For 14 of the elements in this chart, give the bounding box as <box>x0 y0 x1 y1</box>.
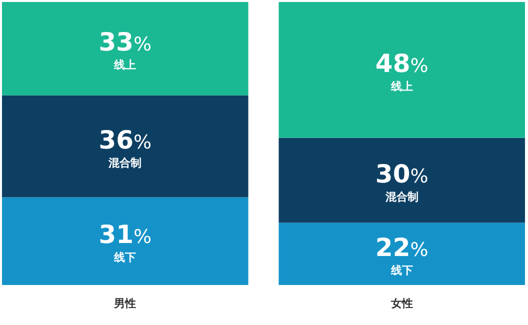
data-label: 22% <box>375 232 428 262</box>
data-label: 31% <box>98 220 152 250</box>
text: 混合制 <box>108 156 142 170</box>
data-label: 48% <box>375 48 428 78</box>
data-label: 30% <box>375 159 428 188</box>
data-label: 33% <box>98 28 152 57</box>
text: 线下 <box>114 251 136 264</box>
series-label: 线下 <box>390 264 413 277</box>
data-label: 36% <box>98 125 152 154</box>
series-label: 混合制 <box>384 190 418 204</box>
x-tick-label: 男性 <box>113 297 136 310</box>
x-tick-label: 女性 <box>390 297 413 310</box>
series-label: 线上 <box>113 58 136 72</box>
text: 线上 <box>390 80 413 93</box>
